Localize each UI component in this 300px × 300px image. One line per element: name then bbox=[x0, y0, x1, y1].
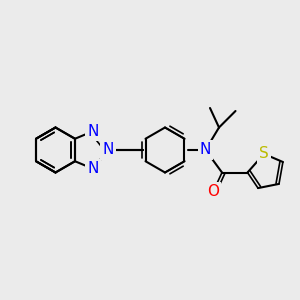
Text: N: N bbox=[87, 161, 99, 176]
Text: O: O bbox=[207, 184, 219, 200]
Text: N: N bbox=[102, 142, 114, 158]
Text: N: N bbox=[200, 142, 211, 158]
Text: S: S bbox=[259, 146, 269, 161]
Text: N: N bbox=[87, 124, 99, 139]
